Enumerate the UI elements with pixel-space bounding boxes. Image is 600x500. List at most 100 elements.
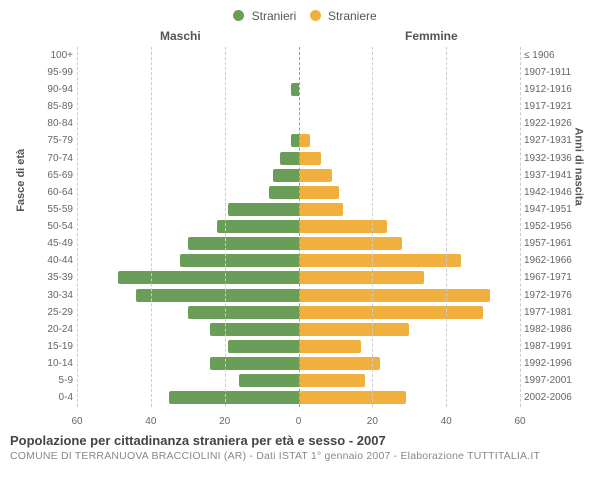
bar-male xyxy=(169,391,298,404)
column-headers: Maschi Femmine xyxy=(10,29,590,47)
chart-title: Popolazione per cittadinanza straniera p… xyxy=(10,433,590,448)
legend: Stranieri Straniere xyxy=(10,8,590,23)
age-label: 0-4 xyxy=(25,389,73,406)
table-row: 45-49 1957-1961 xyxy=(25,235,580,252)
table-row: 80-841922-1926 xyxy=(25,115,580,132)
table-row: 15-19 1987-1991 xyxy=(25,338,580,355)
gridline xyxy=(151,47,152,407)
age-label: 15-19 xyxy=(25,338,73,355)
year-label: 1982-1986 xyxy=(524,321,580,338)
table-row: 50-54 1952-1956 xyxy=(25,218,580,235)
x-tick-label: 20 xyxy=(367,416,378,427)
bar-female xyxy=(299,306,484,319)
year-label: 1952-1956 xyxy=(524,218,580,235)
header-maschi: Maschi xyxy=(160,29,201,43)
bar-male xyxy=(280,152,298,165)
table-row: 35-39 1967-1971 xyxy=(25,269,580,286)
table-row: 70-741932-1936 xyxy=(25,150,580,167)
age-label: 40-44 xyxy=(25,252,73,269)
x-tick-label: 20 xyxy=(219,416,230,427)
x-tick-label: 40 xyxy=(441,416,452,427)
age-label: 65-69 xyxy=(25,167,73,184)
gridline xyxy=(520,47,521,407)
year-label: 1947-1951 xyxy=(524,201,580,218)
table-row: 40-44 1962-1966 xyxy=(25,252,580,269)
header-femmine: Femmine xyxy=(405,29,458,43)
age-label: 30-34 xyxy=(25,287,73,304)
bar-female xyxy=(299,323,410,336)
table-row: 10-141992-1996 xyxy=(25,355,580,372)
table-row: 100+ ≤ 1906 xyxy=(25,47,580,64)
age-label: 35-39 xyxy=(25,269,73,286)
year-label: 1942-1946 xyxy=(524,184,580,201)
year-label: 1907-1911 xyxy=(524,64,580,81)
bar-male xyxy=(291,134,298,147)
rows-container: 100+ ≤ 1906 95-99 1907-1911 90-94 1912-1916 85… xyxy=(25,47,580,407)
year-label: 1927-1931 xyxy=(524,132,580,149)
age-label: 85-89 xyxy=(25,98,73,115)
age-label: 45-49 xyxy=(25,235,73,252)
age-label: 50-54 xyxy=(25,218,73,235)
bar-male xyxy=(180,254,298,267)
gridline xyxy=(446,47,447,407)
year-label: 1987-1991 xyxy=(524,338,580,355)
age-label: 25-29 xyxy=(25,304,73,321)
bar-male xyxy=(136,289,298,302)
age-label: 95-99 xyxy=(25,64,73,81)
year-label: 1997-2001 xyxy=(524,372,580,389)
table-row: 55-59 1947-1951 xyxy=(25,201,580,218)
bar-male xyxy=(188,306,299,319)
year-label: 1972-1976 xyxy=(524,287,580,304)
legend-label-male: Stranieri xyxy=(252,9,297,23)
year-label: 1917-1921 xyxy=(524,98,580,115)
gridline xyxy=(225,47,226,407)
age-label: 90-94 xyxy=(25,81,73,98)
bar-female xyxy=(299,186,340,199)
year-label: 1977-1981 xyxy=(524,304,580,321)
year-label: ≤ 1906 xyxy=(524,47,580,64)
bar-female xyxy=(299,220,388,233)
bar-female xyxy=(299,374,365,387)
bar-male xyxy=(228,340,298,353)
table-row: 95-99 1907-1911 xyxy=(25,64,580,81)
bar-male xyxy=(239,374,298,387)
table-row: 30-34 1972-1976 xyxy=(25,287,580,304)
age-label: 55-59 xyxy=(25,201,73,218)
x-tick-label: 40 xyxy=(145,416,156,427)
bar-male xyxy=(210,323,299,336)
table-row: 75-79 1927-1931 xyxy=(25,132,580,149)
legend-swatch-male xyxy=(233,10,244,21)
bar-female xyxy=(299,357,380,370)
year-label: 1937-1941 xyxy=(524,167,580,184)
bar-male xyxy=(228,203,298,216)
table-row: 20-24 1982-1986 xyxy=(25,321,580,338)
bar-female xyxy=(299,169,332,182)
bar-female xyxy=(299,391,406,404)
age-label: 20-24 xyxy=(25,321,73,338)
age-label: 75-79 xyxy=(25,132,73,149)
year-label: 1967-1971 xyxy=(524,269,580,286)
gridline xyxy=(372,47,373,407)
bar-female xyxy=(299,237,402,250)
bar-female xyxy=(299,203,343,216)
bar-female xyxy=(299,271,425,284)
population-pyramid-chart: Stranieri Straniere Maschi Femmine Fasce… xyxy=(0,0,600,500)
bar-female xyxy=(299,289,491,302)
year-label: 1922-1926 xyxy=(524,115,580,132)
bar-female xyxy=(299,254,461,267)
gridline xyxy=(299,47,300,407)
x-tick-label: 0 xyxy=(296,416,302,427)
bar-female xyxy=(299,152,321,165)
legend-swatch-female xyxy=(310,10,321,21)
year-label: 1957-1961 xyxy=(524,235,580,252)
table-row: 0-42002-2006 xyxy=(25,389,580,406)
year-label: 1962-1966 xyxy=(524,252,580,269)
bar-male xyxy=(217,220,298,233)
bar-male xyxy=(291,83,298,96)
age-label: 100+ xyxy=(25,47,73,64)
year-label: 1932-1936 xyxy=(524,150,580,167)
bar-female xyxy=(299,134,310,147)
year-label: 1912-1916 xyxy=(524,81,580,98)
gridline xyxy=(77,47,78,407)
x-tick-label: 60 xyxy=(514,416,525,427)
